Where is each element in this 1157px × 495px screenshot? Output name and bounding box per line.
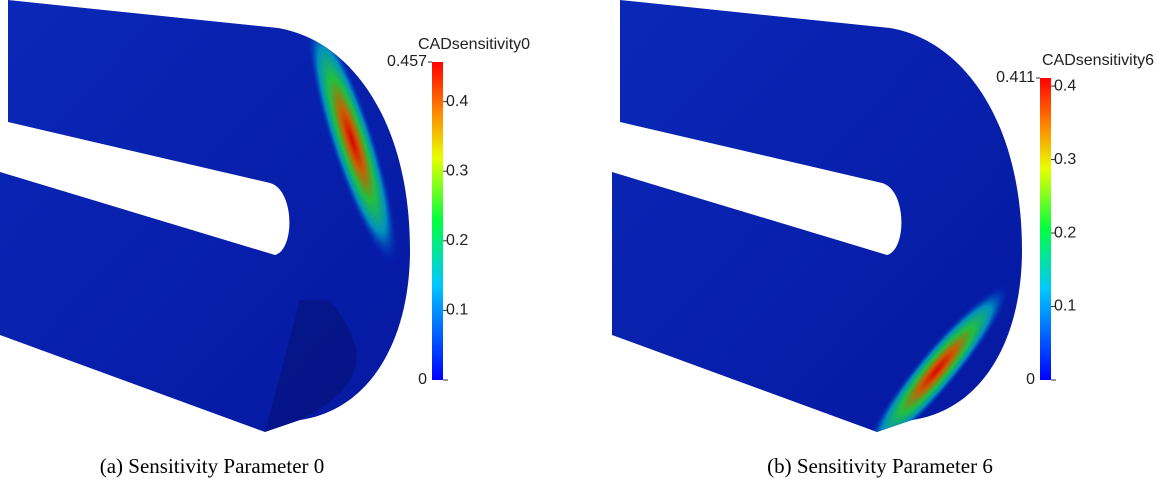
colorbar	[432, 62, 443, 380]
colorbar	[1040, 78, 1051, 380]
colorbar-max-label: 0.411	[996, 69, 1035, 86]
colorbar-title: CADsensitivity0	[418, 36, 530, 53]
tick-label: 0.2	[1054, 224, 1076, 241]
tick-label: 0	[418, 371, 427, 388]
caption: (a) Sensitivity Parameter 0	[100, 454, 325, 478]
caption: (b) Sensitivity Parameter 6	[767, 454, 993, 478]
render-b	[612, 0, 1023, 467]
tick-label: 0.4	[1054, 77, 1076, 94]
figure: (a) Sensitivity Parameter 0 (b) Sensitiv…	[0, 0, 1157, 495]
tick-label: 0.3	[446, 162, 468, 179]
tick-label: 0.3	[1054, 151, 1076, 168]
colorbar-title: CADsensitivity6	[1042, 52, 1154, 69]
tick-label: 0.1	[446, 302, 468, 319]
tick-label: 0.1	[1054, 298, 1076, 315]
tick-label: 0.2	[446, 232, 468, 249]
render-a	[0, 0, 413, 432]
colorbar-max-label: 0.457	[387, 53, 427, 70]
tick-label: 0	[1026, 371, 1035, 388]
tick-label: 0.4	[446, 93, 468, 110]
